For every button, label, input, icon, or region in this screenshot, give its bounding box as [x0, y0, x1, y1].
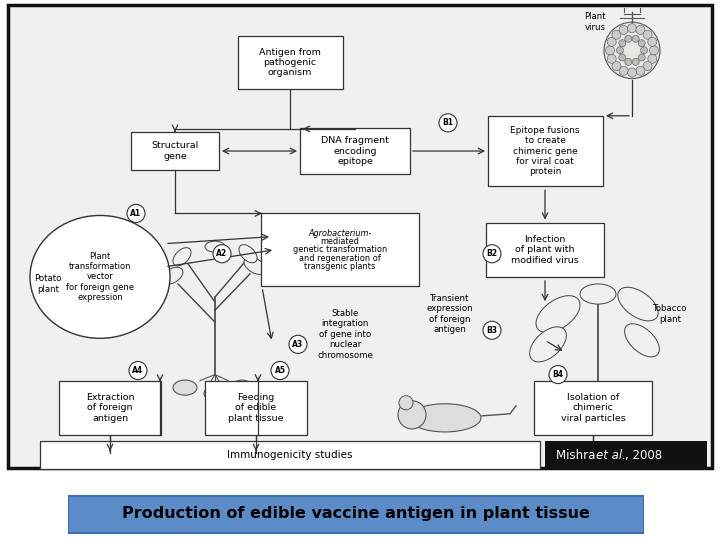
Circle shape [616, 47, 624, 54]
Ellipse shape [625, 324, 660, 357]
Text: Isolation of
chimeric
viral particles: Isolation of chimeric viral particles [561, 393, 626, 423]
Text: Tobacco
plant: Tobacco plant [653, 305, 688, 324]
Ellipse shape [409, 404, 481, 432]
Text: , 2008: , 2008 [625, 449, 662, 462]
Text: A2: A2 [217, 249, 228, 258]
Bar [131, 132, 219, 170]
Circle shape [619, 25, 628, 35]
Circle shape [398, 401, 426, 429]
Bar [487, 116, 603, 186]
Text: A3: A3 [292, 340, 304, 349]
Text: DNA fragment
encoding
epitope: DNA fragment encoding epitope [321, 136, 389, 166]
Text: A1: A1 [130, 209, 142, 218]
Text: A5: A5 [274, 366, 286, 375]
Circle shape [618, 40, 626, 47]
Ellipse shape [173, 248, 191, 266]
Text: Potato
plant: Potato plant [35, 274, 62, 294]
Circle shape [628, 68, 636, 77]
Bar [300, 128, 410, 174]
Circle shape [483, 245, 501, 263]
Circle shape [607, 37, 616, 46]
Ellipse shape [205, 241, 225, 252]
Text: Stable
integration
of gene into
nuclear
chromosome: Stable integration of gene into nuclear … [317, 309, 373, 360]
Text: Extraction
of foreign
antigen: Extraction of foreign antigen [86, 393, 134, 423]
Text: mediated: mediated [320, 237, 359, 246]
Ellipse shape [244, 257, 266, 274]
Text: Plant
virus: Plant virus [584, 12, 606, 32]
Bar [59, 381, 161, 435]
Bar [205, 381, 307, 435]
Circle shape [628, 24, 636, 33]
Text: Transient
expression
of foreign
antigen: Transient expression of foreign antigen [427, 294, 473, 334]
Text: Structural
gene: Structural gene [151, 141, 199, 161]
Text: and regeneration of: and regeneration of [299, 253, 381, 262]
Ellipse shape [30, 215, 170, 338]
Text: A4: A4 [132, 366, 143, 375]
Ellipse shape [232, 380, 252, 393]
Ellipse shape [580, 284, 616, 304]
Text: genetic transformation: genetic transformation [293, 245, 387, 254]
Circle shape [643, 62, 652, 71]
Circle shape [399, 396, 413, 410]
Circle shape [625, 58, 631, 65]
Text: et al.: et al. [596, 449, 626, 462]
Circle shape [439, 114, 457, 132]
Ellipse shape [530, 327, 567, 362]
Circle shape [606, 46, 614, 55]
Text: Production of edible vaccine antigen in plant tissue: Production of edible vaccine antigen in … [122, 506, 590, 521]
Circle shape [129, 361, 147, 380]
Circle shape [619, 66, 628, 76]
Bar [545, 441, 707, 469]
Circle shape [636, 66, 645, 76]
Circle shape [618, 54, 626, 61]
Ellipse shape [618, 287, 658, 321]
Circle shape [643, 30, 652, 39]
Circle shape [648, 37, 657, 46]
Text: Agrobacterium-: Agrobacterium- [308, 228, 372, 238]
Circle shape [648, 55, 657, 63]
Text: Feeding
of edible
plant tissue: Feeding of edible plant tissue [228, 393, 284, 423]
Circle shape [636, 25, 645, 35]
Text: transgenic plants: transgenic plants [305, 262, 376, 271]
FancyBboxPatch shape [68, 496, 644, 532]
Text: B3: B3 [487, 326, 498, 335]
Circle shape [483, 321, 501, 339]
Bar [486, 222, 604, 277]
Text: Infection
of plant with
modified virus: Infection of plant with modified virus [511, 235, 579, 265]
Text: Immunogenicity studies: Immunogenicity studies [228, 450, 353, 460]
Circle shape [638, 40, 645, 47]
Ellipse shape [204, 387, 226, 400]
Ellipse shape [173, 380, 197, 395]
Bar [40, 441, 540, 469]
Circle shape [612, 62, 621, 71]
Circle shape [632, 58, 639, 65]
Text: Mishra: Mishra [556, 449, 599, 462]
Circle shape [213, 245, 231, 263]
Bar [261, 213, 419, 286]
Circle shape [604, 22, 660, 78]
Text: B4: B4 [552, 370, 564, 379]
Text: Epitope fusions
to create
chimeric gene
for viral coat
protein: Epitope fusions to create chimeric gene … [510, 126, 580, 177]
Bar [238, 36, 343, 89]
Circle shape [625, 35, 631, 42]
Circle shape [612, 30, 621, 39]
Bar [534, 381, 652, 435]
Text: B1: B1 [443, 118, 454, 127]
Ellipse shape [239, 245, 257, 263]
Circle shape [127, 205, 145, 222]
Circle shape [638, 54, 645, 61]
Circle shape [607, 55, 616, 63]
Ellipse shape [161, 267, 183, 285]
Circle shape [271, 361, 289, 380]
Circle shape [632, 35, 639, 42]
Ellipse shape [536, 296, 580, 333]
Circle shape [641, 47, 647, 54]
Circle shape [289, 335, 307, 353]
Circle shape [649, 46, 659, 55]
Text: B2: B2 [487, 249, 498, 258]
Circle shape [549, 366, 567, 383]
Text: Antigen from
pathogenic
organism: Antigen from pathogenic organism [259, 48, 321, 77]
Text: Plant
transformation
vector
for foreign gene
expression: Plant transformation vector for foreign … [66, 252, 134, 302]
